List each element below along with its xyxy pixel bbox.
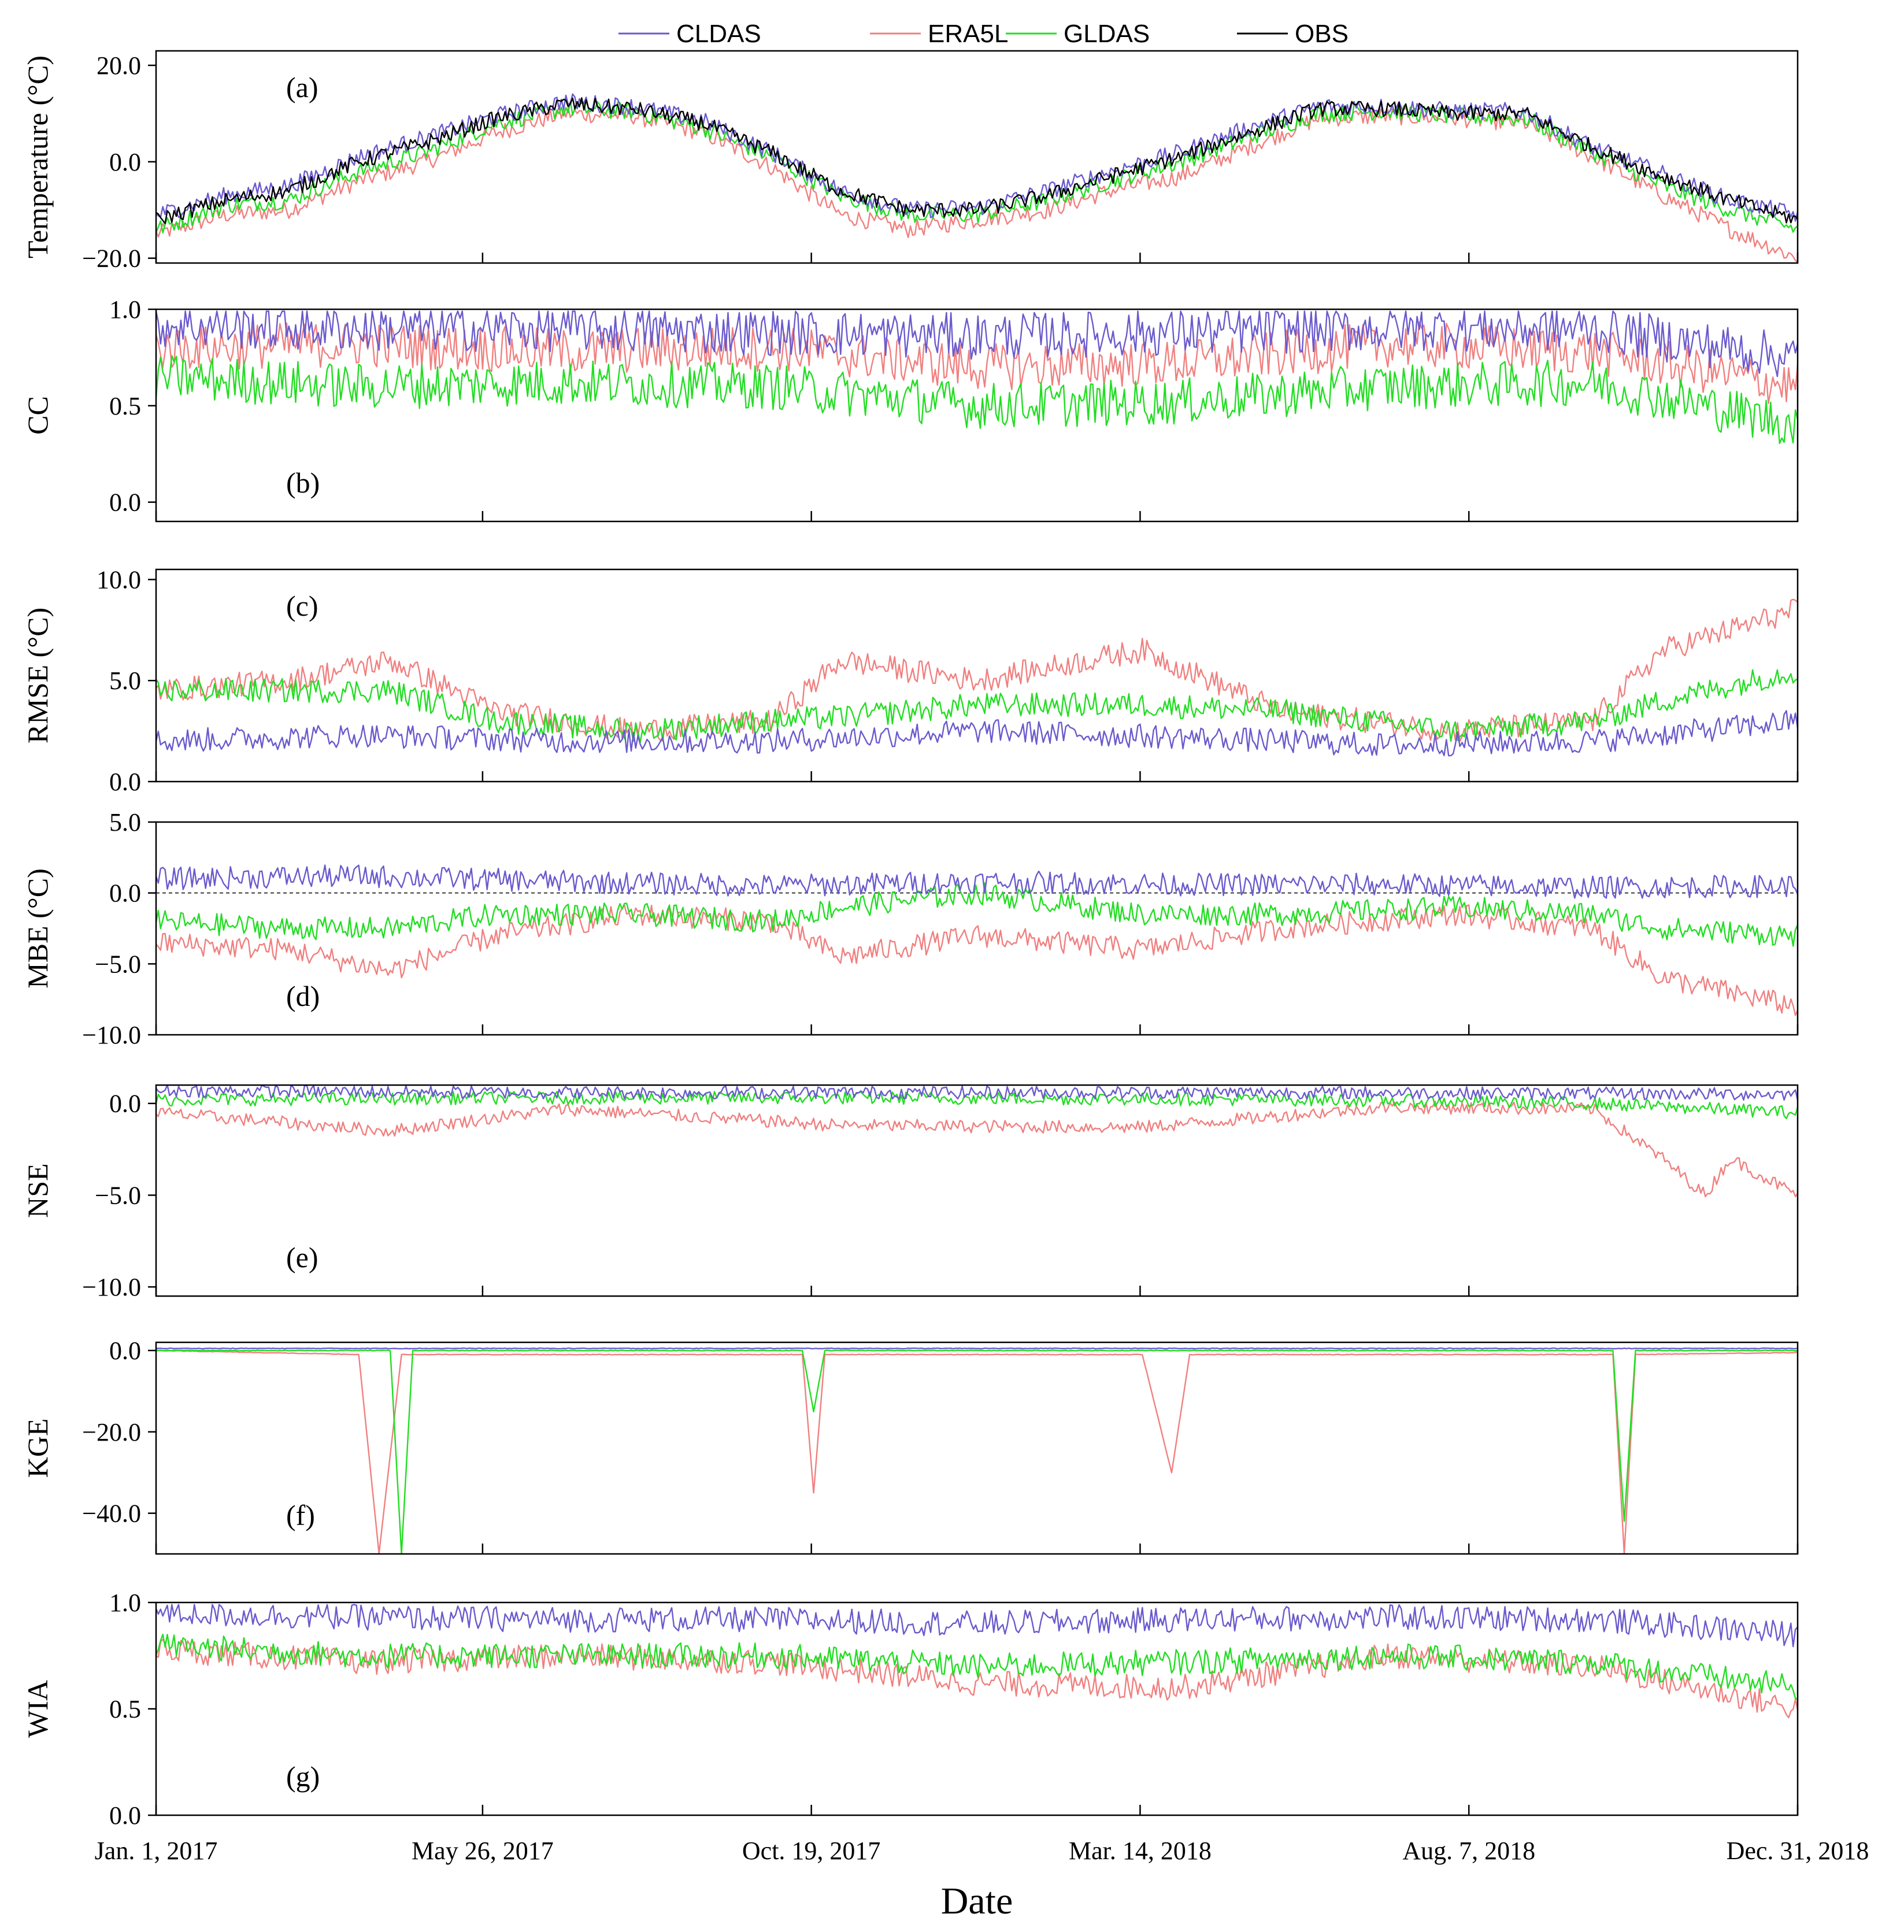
series-b-era5l [156, 321, 1798, 405]
series-group-d [156, 864, 1798, 1016]
series-b-cldas [156, 310, 1798, 377]
xtick-label-1: May 26, 2017 [412, 1837, 554, 1865]
xlabel: Date [941, 1880, 1013, 1922]
panel-label-g: (g) [286, 1760, 320, 1793]
panel-label-e: (e) [286, 1241, 318, 1274]
ytick-label-g-0: 1.0 [109, 1589, 141, 1617]
series-group-a [156, 93, 1798, 263]
series-c-gldas [156, 669, 1798, 743]
panel-f: 0.0 −20.0 −40.0 KGE (f) [21, 1337, 1799, 1555]
panels: 20.0 0.0 −20.0 Temperature (°C) (a) 1.0 0.5 0.0… [21, 50, 1799, 1830]
series-d-gldas [156, 882, 1798, 947]
series-e-era5l [156, 1100, 1798, 1198]
panel-g: 1.0 0.5 0.0 WIA (g) [21, 1589, 1799, 1830]
ylabel-a: Temperature (°C) [21, 55, 54, 258]
panel-label-d: (d) [286, 980, 320, 1012]
legend-label-cldas: CLDAS [676, 20, 761, 48]
ylabel-e: NSE [21, 1163, 54, 1217]
series-group-c [156, 598, 1798, 757]
ytick-label-c-2: 0.0 [109, 768, 141, 796]
panel-label-c: (c) [286, 590, 318, 622]
series-g-gldas [156, 1633, 1798, 1700]
ytick-label-g-1: 0.5 [109, 1695, 141, 1723]
series-f-gldas [156, 1349, 1798, 1554]
ytick-label-f-0: 0.0 [109, 1337, 141, 1365]
ytick-label-b-0: 1.0 [109, 295, 141, 324]
panel-e: 0.0 −5.0 −10.0 NSE (e) [21, 1084, 1799, 1301]
series-c-cldas [156, 710, 1798, 757]
series-a-obs [156, 97, 1798, 224]
ytick-label-a-1: 0.0 [109, 148, 141, 176]
legend-label-era5l: ERA5L [928, 20, 1008, 48]
ytick-label-f-2: −40.0 [82, 1500, 141, 1528]
ylabel-c: RMSE (°C) [21, 608, 54, 743]
ytick-label-g-2: 0.0 [109, 1801, 141, 1830]
panel-frame-a [155, 50, 1799, 264]
series-g-era5l [156, 1638, 1798, 1719]
ytick-label-a-0: 20.0 [97, 51, 141, 80]
panel-b: 1.0 0.5 0.0 CC (b) [21, 295, 1799, 523]
series-d-cldas [156, 864, 1798, 899]
ytick-label-b-1: 0.5 [109, 392, 141, 420]
panel-label-f: (f) [286, 1499, 315, 1531]
ytick-label-e-2: −10.0 [82, 1273, 141, 1301]
series-group-f [156, 1347, 1798, 1554]
legend-label-gldas: GLDAS [1064, 20, 1150, 48]
series-a-gldas [156, 100, 1798, 234]
ytick-label-d-2: −5.0 [95, 950, 141, 978]
ytick-label-d-0: 5.0 [109, 808, 141, 837]
panel-frame-e [155, 1084, 1799, 1297]
series-g-cldas [156, 1604, 1798, 1648]
xtick-label-0: Jan. 1, 2017 [95, 1837, 218, 1865]
ytick-label-e-1: −5.0 [95, 1181, 141, 1209]
panel-label-b: (b) [286, 467, 320, 499]
x-axis: Jan. 1, 2017 May 26, 2017 Oct. 19, 2017 Mar… [95, 1837, 1869, 1922]
ytick-label-a-2: −20.0 [82, 245, 141, 273]
ytick-label-b-2: 0.0 [109, 488, 141, 517]
ytick-label-f-1: −20.0 [82, 1418, 141, 1446]
series-group-b [156, 310, 1798, 445]
series-group-g [156, 1604, 1798, 1719]
panel-d: 5.0 0.0 −5.0 −10.0 MBE (°C) (d) [21, 808, 1799, 1049]
ytick-label-d-3: −10.0 [82, 1021, 141, 1049]
ylabel-g: WIA [21, 1680, 54, 1738]
series-c-era5l [156, 598, 1798, 742]
ytick-label-d-1: 0.0 [109, 879, 141, 908]
xtick-label-2: Oct. 19, 2017 [742, 1837, 881, 1865]
ytick-label-e-0: 0.0 [109, 1090, 141, 1118]
series-a-era5l [156, 106, 1798, 263]
panel-a: 20.0 0.0 −20.0 Temperature (°C) (a) [21, 50, 1799, 273]
ytick-label-c-1: 5.0 [109, 667, 141, 695]
legend: CLDAS ERA5L GLDAS OBS [618, 20, 1349, 48]
panel-frame-d [155, 821, 1799, 1036]
ylabel-f: KGE [21, 1419, 54, 1478]
panel-frame-c [155, 568, 1799, 783]
panel-label-a: (a) [286, 71, 318, 103]
series-f-era5l [156, 1349, 1798, 1554]
ylabel-b: CC [21, 396, 54, 435]
series-d-era5l [156, 904, 1798, 1016]
xtick-label-3: Mar. 14, 2018 [1069, 1837, 1212, 1865]
series-b-gldas [156, 355, 1798, 445]
panel-c: 10.0 5.0 0.0 RMSE (°C) (c) [21, 565, 1799, 796]
ylabel-d: MBE (°C) [21, 868, 54, 989]
series-e-gldas [156, 1090, 1798, 1120]
legend-label-obs: OBS [1295, 20, 1349, 48]
ytick-label-c-0: 10.0 [97, 565, 141, 594]
panel-frame-b [155, 308, 1799, 523]
series-group-e [156, 1085, 1798, 1198]
xtick-label-4: Aug. 7, 2018 [1402, 1837, 1535, 1865]
series-e-cldas [156, 1085, 1798, 1101]
xtick-label-5: Dec. 31, 2018 [1727, 1837, 1869, 1865]
panel-frame-f [155, 1341, 1799, 1555]
series-f-cldas [156, 1347, 1798, 1350]
